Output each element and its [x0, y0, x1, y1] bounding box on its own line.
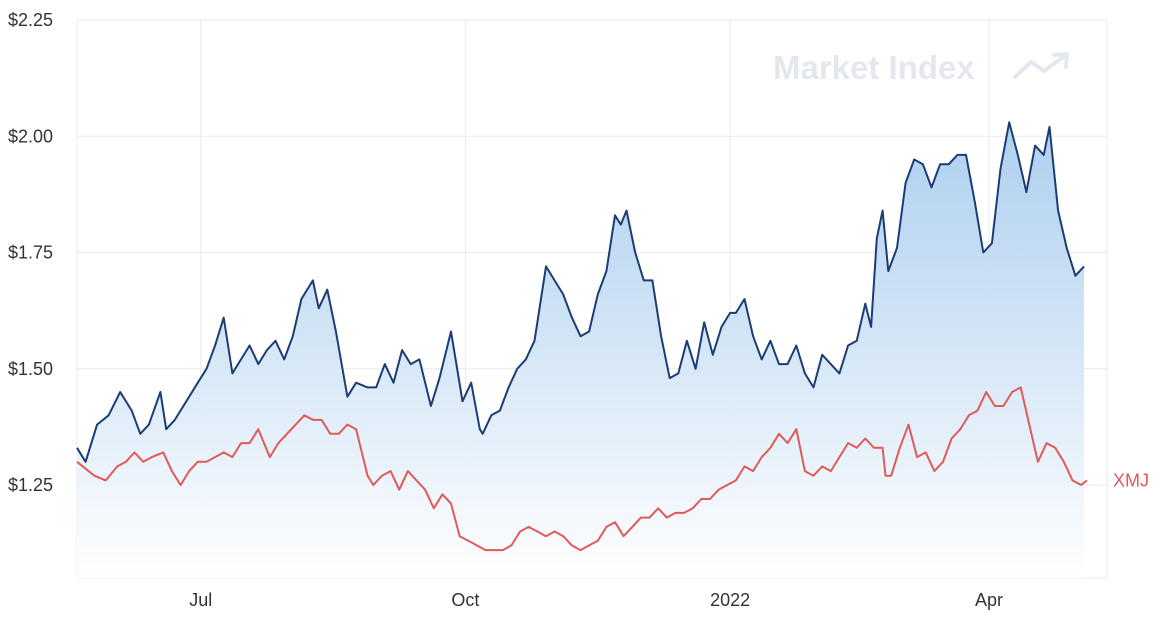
- x-tick-label: Oct: [451, 590, 479, 610]
- trend-arrow-icon: [1013, 52, 1069, 79]
- watermark-text: Market Index: [773, 49, 975, 86]
- x-tick-label: 2022: [710, 590, 750, 610]
- y-tick-label: $2.25: [8, 10, 53, 30]
- y-tick-label: $2.00: [8, 126, 53, 146]
- y-tick-label: $1.25: [8, 475, 53, 495]
- xmj-series-line: [76, 386, 1088, 552]
- series-labels: XMJ: [1113, 470, 1149, 490]
- x-axis: Jul Oct 2022 Apr: [189, 590, 1003, 610]
- y-axis: $1.25 $1.50 $1.75 $2.00 $2.25: [8, 10, 53, 495]
- series-label-xmj: XMJ: [1113, 470, 1149, 490]
- x-tick-label: Apr: [975, 590, 1003, 610]
- series-lines: [76, 121, 1088, 552]
- y-tick-label: $1.75: [8, 243, 53, 263]
- trend-arrow-head: [1052, 52, 1069, 69]
- primary-area-fill: [77, 122, 1084, 579]
- x-tick-label: Jul: [189, 590, 212, 610]
- primary-series-area: [77, 122, 1084, 579]
- y-tick-label: $1.50: [8, 359, 53, 379]
- primary-series-line: [76, 121, 1085, 463]
- trend-arrow-line: [1013, 53, 1068, 79]
